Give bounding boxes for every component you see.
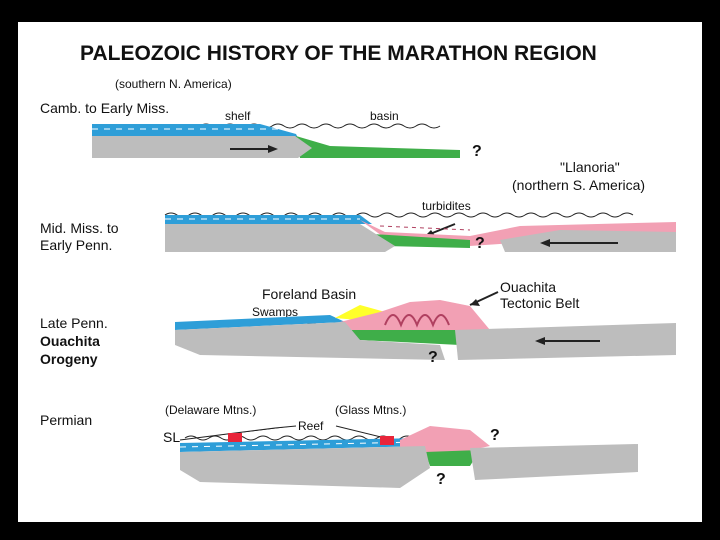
sea-level-label: SL [163,429,180,445]
continental-crust [175,322,445,360]
shelf-label: shelf [225,109,251,123]
stage-3-label-line-3: Orogeny [40,351,98,367]
llanoria-crust [500,230,676,252]
stage-4-label: Permian [40,412,92,428]
stage-1-label: Camb. to Early Miss. [40,100,169,116]
basin-label: basin [370,109,399,123]
folded-strata [384,314,450,328]
plate-motion-arrowhead [268,145,278,153]
stage-2-label-line-1: Mid. Miss. to [40,220,119,236]
sea-level-line [164,212,634,218]
reef-delaware [228,433,242,442]
continental-crust [165,224,395,252]
plate-motion-arrowhead [535,337,545,345]
foreland-basin-label: Foreland Basin [262,286,356,302]
shelf-bedding [179,441,421,448]
stage-2-label-line-2: Early Penn. [40,237,112,253]
plate-motion-arrowhead [540,239,550,247]
glass-label: (Glass Mtns.) [335,403,406,417]
page-title: PALEOZOIC HISTORY OF THE MARATHON REGION [80,42,597,65]
stage-3-label-line-2: Ouachita [40,333,100,349]
reef-label: Reef [298,419,324,433]
stage-4-cross-section: Permian (Delaware Mtns.) (Glass Mtns.) R… [40,403,638,488]
shelf-carbonate [165,215,372,224]
turbidites-label: turbidites [422,199,471,213]
reef-leader-right [335,425,386,439]
continental-crust [92,136,312,158]
basin-deposits [425,450,480,466]
basin-deposits [372,234,470,248]
llanoria-label: "Llanoria" [560,159,620,175]
llanoria-sublabel: (northern S. America) [512,177,645,193]
belt-pointer-arrowhead [470,299,480,306]
turbidite-bedding [379,225,471,231]
shelf-carbonate [175,315,345,330]
llanoria-crust [470,444,638,480]
delaware-label: (Delaware Mtns.) [165,403,256,417]
shelf-carbonate [180,438,425,452]
continental-crust [180,446,430,488]
ouachita-label-line-2: Tectonic Belt [500,295,579,311]
ouachita-label-line-1: Ouachita [500,279,556,295]
reef-glass [380,436,394,445]
stage-2-cross-section: Mid. Miss. to Early Penn. turbidites ? [40,199,676,253]
question-mark-2: ? [475,235,485,252]
subtitle: (southern N. America) [115,77,232,91]
ouachita-thrust-belt [340,300,490,330]
question-mark-4: ? [490,427,500,444]
stage-3-label-line-1: Late Penn. [40,315,108,331]
basin-deposits [296,136,460,158]
question-mark-1: ? [472,143,482,160]
stage-1-cross-section: Camb. to Early Miss. shelf basin ? "Llan… [40,100,645,193]
basin-deposits [345,330,470,345]
stage-3-cross-section: Late Penn. Ouachita Orogeny Foreland Bas… [40,279,676,367]
swamps-label: Swamps [252,305,298,319]
diagram-panel [18,22,702,522]
question-mark-3: ? [428,349,438,366]
question-mark-5: ? [436,471,446,488]
